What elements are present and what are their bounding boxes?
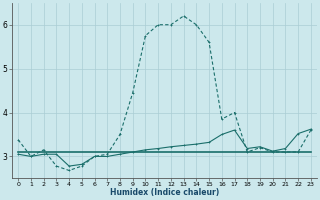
X-axis label: Humidex (Indice chaleur): Humidex (Indice chaleur)	[110, 188, 219, 197]
